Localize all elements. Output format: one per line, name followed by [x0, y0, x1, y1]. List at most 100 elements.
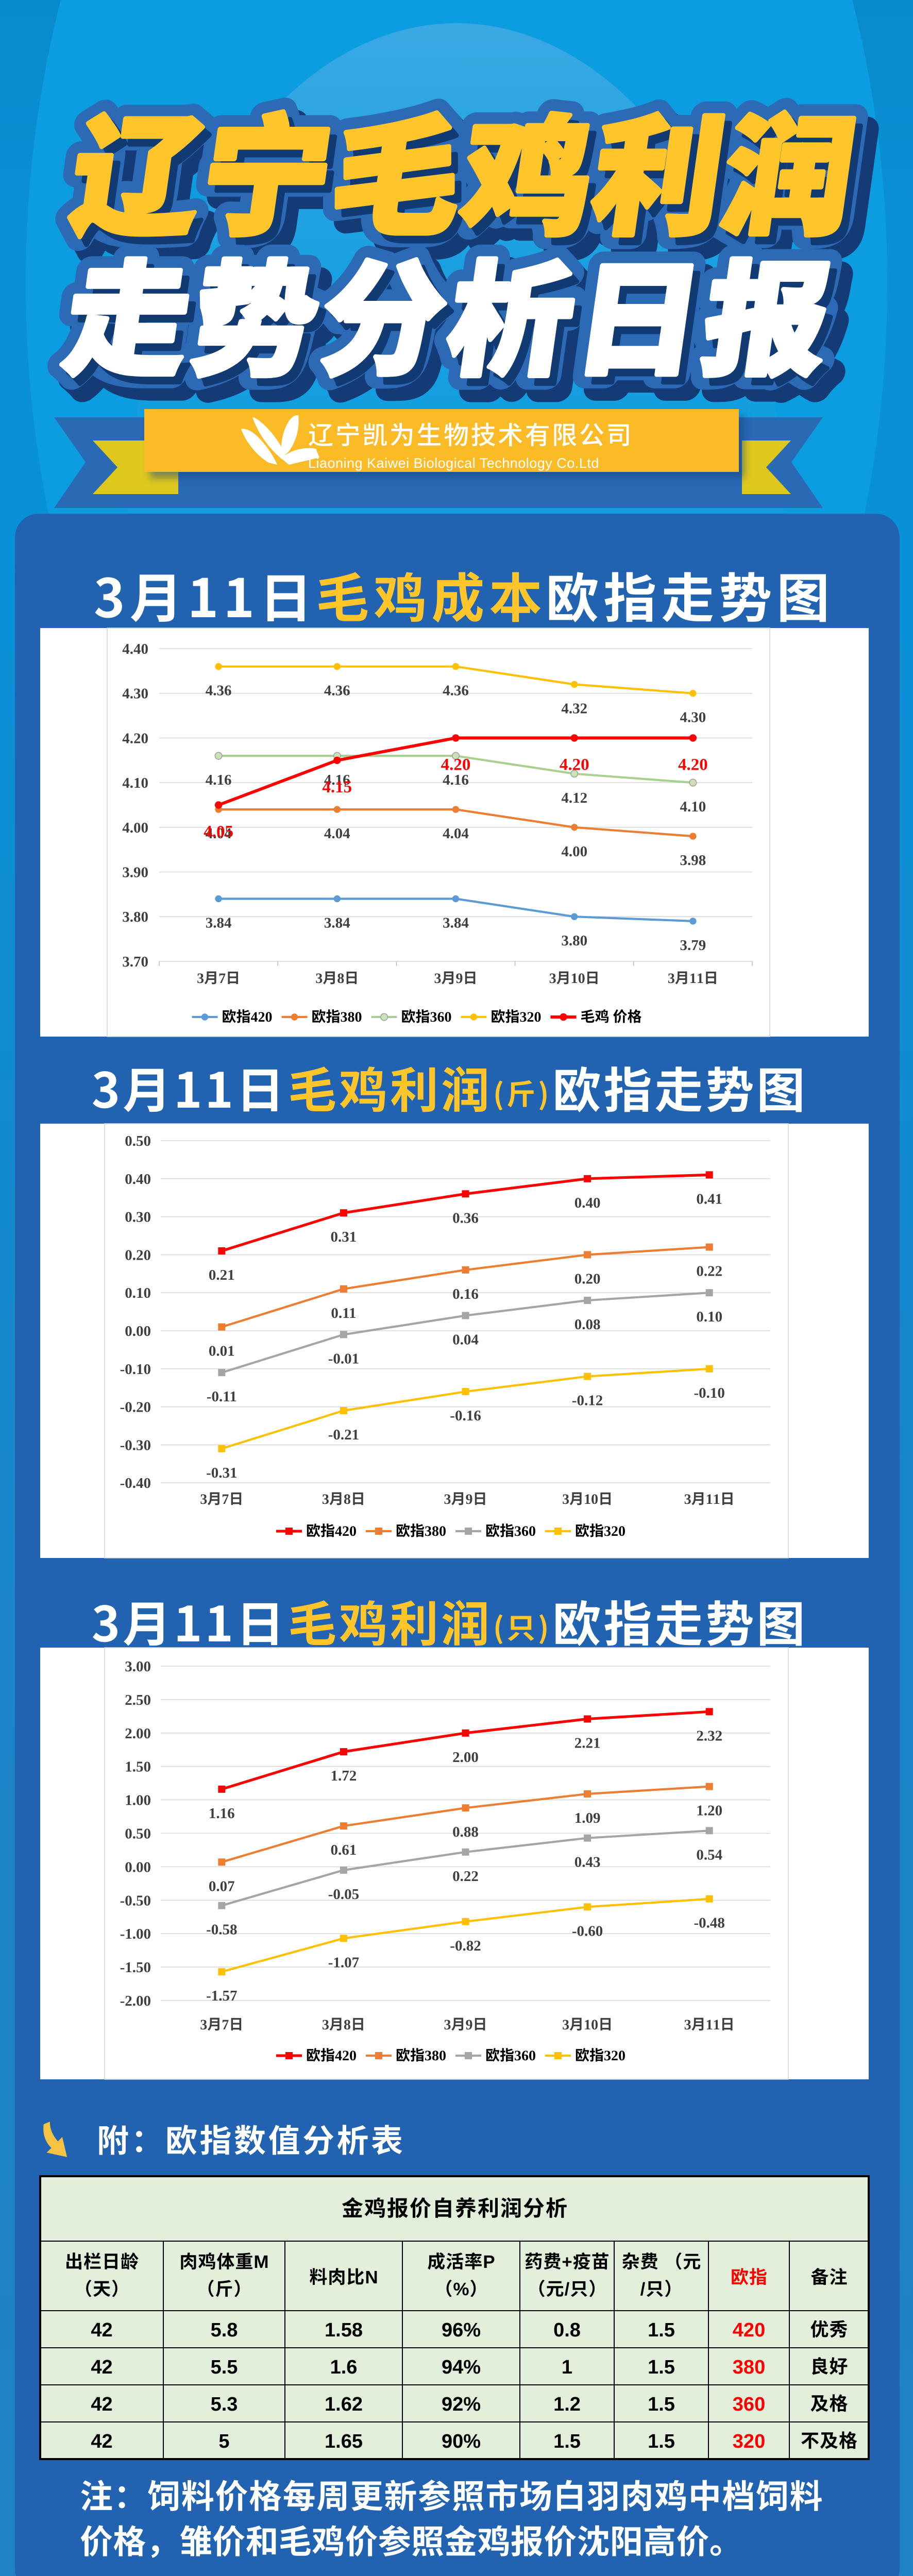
svg-text:1.5: 1.5	[648, 2319, 675, 2341]
svg-text:0.61: 0.61	[331, 1842, 357, 1858]
svg-text:2.21: 2.21	[574, 1735, 601, 1752]
svg-text:3.98: 3.98	[680, 852, 706, 869]
svg-text:0.22: 0.22	[696, 1263, 722, 1280]
svg-text:-0.05: -0.05	[328, 1886, 359, 1903]
svg-text:4.04: 4.04	[206, 825, 232, 842]
svg-text:94%: 94%	[442, 2357, 481, 2378]
svg-text:4.10: 4.10	[680, 799, 706, 815]
svg-text:3.90: 3.90	[122, 865, 148, 881]
svg-text:4.04: 4.04	[324, 825, 350, 842]
svg-text:4.04: 4.04	[443, 825, 469, 842]
svg-text:4.20: 4.20	[678, 755, 708, 774]
svg-text:-0.48: -0.48	[694, 1915, 724, 1931]
svg-text:-0.40: -0.40	[120, 1475, 151, 1492]
svg-text:4.16: 4.16	[443, 772, 469, 788]
svg-text:320: 320	[733, 2431, 765, 2452]
svg-text:-0.30: -0.30	[120, 1437, 151, 1453]
svg-text:-0.31: -0.31	[206, 1465, 237, 1481]
svg-text:2.50: 2.50	[125, 1692, 151, 1708]
svg-text:380: 380	[733, 2357, 765, 2378]
svg-text:3.80: 3.80	[122, 909, 148, 925]
svg-text:1.5: 1.5	[648, 2394, 675, 2415]
svg-text:-0.50: -0.50	[120, 1892, 151, 1909]
svg-text:420: 420	[733, 2319, 765, 2341]
svg-text:0.50: 0.50	[125, 1133, 151, 1149]
svg-text:5: 5	[218, 2431, 229, 2452]
svg-text:0.08: 0.08	[574, 1316, 601, 1333]
svg-text:0.50: 0.50	[125, 1826, 151, 1842]
svg-text:3.84: 3.84	[324, 915, 350, 931]
svg-text:4.36: 4.36	[324, 683, 350, 699]
svg-text:4.20: 4.20	[441, 755, 471, 774]
svg-text:0.11: 0.11	[331, 1305, 356, 1321]
svg-text:-0.12: -0.12	[572, 1393, 603, 1409]
svg-text:1.72: 1.72	[331, 1768, 357, 1784]
svg-text:2.32: 2.32	[696, 1727, 722, 1744]
svg-text:0.88: 0.88	[452, 1824, 479, 1840]
svg-text:5.8: 5.8	[211, 2319, 238, 2341]
svg-text:3.84: 3.84	[443, 915, 469, 931]
svg-text:5.5: 5.5	[211, 2357, 238, 2378]
svg-text:4.15: 4.15	[322, 778, 352, 796]
svg-text:4.16: 4.16	[206, 772, 232, 788]
svg-text:0.41: 0.41	[696, 1191, 722, 1207]
svg-text:3.79: 3.79	[680, 937, 706, 954]
svg-text:1.58: 1.58	[325, 2319, 363, 2341]
svg-text:0.21: 0.21	[209, 1267, 235, 1283]
svg-text:4.12: 4.12	[561, 790, 587, 806]
svg-text:1.5: 1.5	[648, 2357, 675, 2378]
svg-text:-0.58: -0.58	[206, 1922, 237, 1938]
svg-text:1.62: 1.62	[325, 2394, 363, 2415]
svg-text:-0.60: -0.60	[572, 1923, 603, 1939]
svg-text:4.20: 4.20	[122, 730, 148, 747]
svg-text:0.20: 0.20	[125, 1247, 151, 1263]
svg-text:-0.82: -0.82	[450, 1938, 481, 1954]
svg-text:0.36: 0.36	[452, 1210, 479, 1226]
svg-text:4.36: 4.36	[443, 683, 469, 699]
svg-text:0.22: 0.22	[452, 1868, 479, 1885]
svg-text:92%: 92%	[442, 2394, 481, 2415]
svg-text:-1.50: -1.50	[120, 1959, 151, 1976]
svg-text:0.00: 0.00	[125, 1323, 151, 1340]
svg-text:0.54: 0.54	[696, 1846, 722, 1863]
svg-text:0.01: 0.01	[209, 1343, 235, 1360]
svg-text:-0.21: -0.21	[328, 1427, 359, 1443]
svg-text:-1.00: -1.00	[120, 1926, 151, 1942]
svg-text:1.00: 1.00	[125, 1792, 151, 1809]
svg-text:42: 42	[91, 2319, 112, 2341]
svg-text:1.6: 1.6	[330, 2357, 358, 2378]
svg-text:1.5: 1.5	[648, 2431, 675, 2452]
svg-text:-0.10: -0.10	[694, 1385, 724, 1401]
svg-text:96%: 96%	[442, 2319, 481, 2341]
svg-text:-2.00: -2.00	[120, 1993, 151, 2009]
svg-text:-0.10: -0.10	[120, 1361, 151, 1378]
svg-text:2.00: 2.00	[125, 1725, 151, 1742]
svg-text:4.16: 4.16	[324, 772, 350, 788]
svg-text:-0.11: -0.11	[207, 1388, 237, 1405]
svg-text:3.70: 3.70	[122, 954, 148, 970]
svg-text:1.5: 1.5	[553, 2431, 581, 2452]
svg-text:5.3: 5.3	[211, 2394, 238, 2415]
svg-text:0.31: 0.31	[331, 1229, 357, 1245]
svg-text:3.00: 3.00	[125, 1658, 151, 1675]
svg-text:-1.07: -1.07	[328, 1954, 359, 1971]
svg-text:-1.57: -1.57	[206, 1988, 237, 2004]
svg-text:-0.16: -0.16	[450, 1408, 481, 1424]
svg-text:2.00: 2.00	[452, 1749, 479, 1766]
svg-text:42: 42	[91, 2357, 112, 2378]
svg-text:3.80: 3.80	[561, 933, 587, 949]
svg-text:4.00: 4.00	[561, 843, 587, 860]
svg-text:4.00: 4.00	[122, 820, 148, 836]
svg-text:1.65: 1.65	[325, 2431, 363, 2452]
svg-text:0.30: 0.30	[125, 1209, 151, 1226]
svg-text:0.04: 0.04	[452, 1332, 479, 1348]
svg-text:-0.20: -0.20	[120, 1399, 151, 1416]
svg-text:0.8: 0.8	[553, 2319, 581, 2341]
svg-text:0.43: 0.43	[574, 1854, 601, 1871]
svg-text:0.20: 0.20	[574, 1270, 601, 1287]
svg-text:1: 1	[562, 2357, 572, 2378]
svg-text:4.30: 4.30	[680, 709, 706, 726]
svg-text:4.32: 4.32	[561, 700, 587, 717]
svg-text:0.16: 0.16	[452, 1286, 479, 1302]
svg-text:0.00: 0.00	[125, 1859, 151, 1875]
